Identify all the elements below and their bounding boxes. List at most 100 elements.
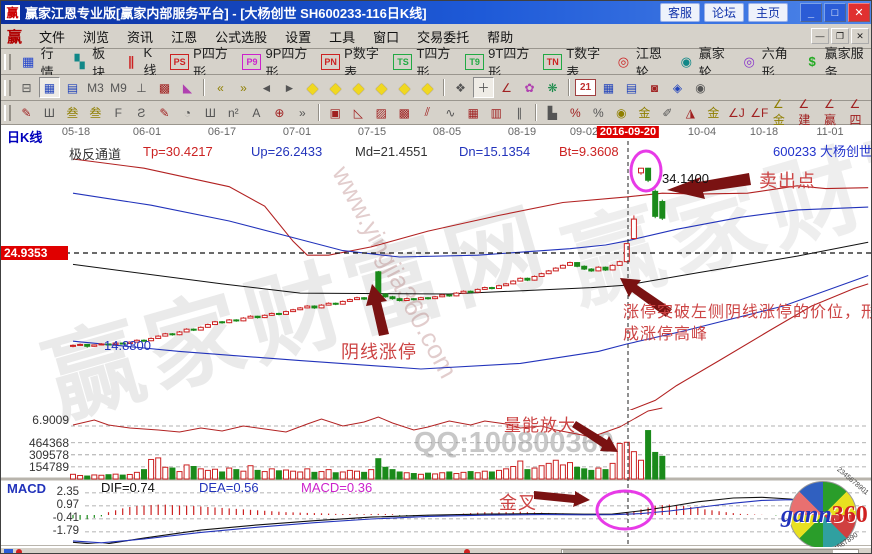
candle-type-icon[interactable]: ⊥ [136, 80, 147, 95]
draw-matrix-1-icon[interactable]: ▦ [467, 105, 480, 120]
transfer-icon[interactable]: ◉ [695, 80, 706, 95]
scrollbar-thumb[interactable] [563, 550, 833, 553]
menu-item-6[interactable]: 设置 [285, 29, 312, 45]
crosshair-icon[interactable]: ＋ [473, 77, 494, 98]
maximize-button[interactable]: □ [824, 3, 846, 22]
menu-item-8[interactable]: 窗口 [373, 29, 400, 45]
draw-matrix-2-icon[interactable]: ▥ [490, 105, 503, 120]
toolbar-button-kline[interactable]: ∥ K线 [118, 44, 166, 80]
draw-more-icon[interactable]: » [299, 105, 306, 120]
wave-3-icon[interactable]: M3 [87, 80, 104, 95]
draw-grid-2-icon[interactable]: Ш [204, 105, 216, 120]
prev-icon[interactable]: ◄ [260, 80, 273, 95]
draw-circle-cross-icon[interactable]: ⊕ [274, 105, 285, 120]
draw-rays-icon[interactable]: ⫽ [424, 105, 431, 119]
gann-arrow-1-icon[interactable]: ◆ [306, 79, 319, 97]
draw-pct-2-icon[interactable]: % [593, 105, 604, 120]
chart-window-icon[interactable]: ▦ [39, 77, 60, 98]
draw-gold-1-icon[interactable]: 叁 [66, 106, 79, 120]
draw-box-icon[interactable]: ▣ [329, 105, 342, 120]
indicator-tp: Tp=30.4217 [143, 144, 213, 159]
draw-zigzag-icon[interactable]: ∿ [445, 105, 456, 120]
smart-tool-icon[interactable]: ❋ [547, 80, 558, 95]
draw-gold-circle-icon[interactable]: ◉ [616, 105, 627, 120]
minimize-button[interactable]: _ [800, 3, 822, 22]
draw-grid-1-icon[interactable]: Ш [43, 105, 55, 120]
draw-angle-f-icon[interactable]: ∠F [750, 105, 769, 120]
calculator-icon[interactable]: ▦ [602, 80, 615, 95]
notes-icon[interactable]: ▤ [625, 80, 638, 95]
draw-pen-2-icon[interactable]: ✎ [159, 105, 170, 120]
menu-item-2[interactable]: 浏览 [83, 29, 110, 45]
child-restore-button[interactable]: ❐ [831, 28, 849, 44]
section-tool-icon[interactable]: ✿ [524, 80, 535, 95]
wave-9-icon[interactable]: M9 [110, 80, 127, 95]
draw-angle-si-icon[interactable]: ∠四 [849, 97, 862, 127]
draw-mark-icon[interactable]: ✐ [662, 105, 673, 120]
indicator-grid-icon[interactable]: ▩ [158, 80, 171, 95]
draw-angle-jian-icon[interactable]: ∠建 [798, 97, 811, 127]
annotation-volume-expand: 量能放大 [504, 416, 576, 435]
home-button[interactable]: 主页 [747, 3, 788, 22]
date-label: 09-02 [569, 126, 599, 138]
draw-steps-icon[interactable]: ▙ [547, 105, 557, 120]
last-page-icon[interactable]: » [240, 80, 247, 95]
draw-fibo-icon[interactable]: F [114, 105, 123, 120]
t-number-table-icon: TN [543, 53, 563, 70]
info-panel-icon[interactable]: ▤ [66, 80, 79, 95]
child-close-button[interactable]: ✕ [851, 28, 869, 44]
draw-pct-1-icon[interactable]: % [570, 105, 581, 120]
date-label: 06-01 [132, 126, 162, 138]
save-icon[interactable]: ◙ [650, 80, 659, 95]
gann-arrow-2-icon[interactable]: ◆ [329, 79, 342, 97]
forum-button[interactable]: 论坛 [703, 3, 744, 22]
pan-hand-icon[interactable]: ❖ [455, 80, 466, 95]
draw-fan-icon[interactable]: ◺ [353, 105, 363, 120]
network-icon[interactable]: ◈ [672, 80, 683, 95]
draw-gold-angle-icon[interactable]: 金 [707, 106, 720, 120]
draw-gannbox-1-icon[interactable]: ▨ [375, 105, 388, 120]
gann-arrow-5-icon[interactable]: ◆ [398, 79, 411, 97]
draw-square-n-icon[interactable]: n² [228, 105, 239, 120]
first-page-icon[interactable]: « [217, 80, 224, 95]
draw-angle-gold-icon[interactable]: ∠金 [772, 97, 785, 127]
p9-square-icon: P9 [242, 53, 262, 70]
draw-gold-2-icon[interactable]: 叁 [89, 106, 102, 120]
menu-item-9[interactable]: 交易委托 [417, 29, 470, 45]
child-minimize-button[interactable]: — [811, 28, 829, 44]
golden-cross-ellipse [595, 489, 655, 531]
draw-angle-j-icon[interactable]: ∠J [727, 105, 745, 120]
sell-point-ellipse [629, 149, 663, 193]
draw-spiral-icon[interactable]: Ƨ [137, 105, 146, 120]
date-label: 07-15 [357, 126, 387, 138]
gann-arrow-6-icon[interactable]: ◆ [421, 79, 434, 97]
menu-item-3[interactable]: 资讯 [127, 29, 154, 45]
draw-pen-1-icon[interactable]: ✎ [21, 105, 32, 120]
draw-angle-win-icon[interactable]: ∠赢 [823, 97, 836, 127]
draw-triangle-icon[interactable]: ◮ [685, 105, 695, 120]
draw-parallel-icon[interactable]: ∥ [516, 105, 523, 120]
date-label: 08-05 [432, 126, 462, 138]
menu-item-5[interactable]: 公式选股 [215, 29, 268, 45]
kline-style-icon[interactable]: ⊟ [21, 80, 32, 95]
menu-item-1[interactable]: 文件 [39, 29, 66, 45]
horizontal-scrollbar[interactable] [561, 549, 859, 553]
menu-item-7[interactable]: 工具 [329, 29, 356, 45]
draw-gold-line-icon[interactable]: 金 [638, 106, 651, 120]
toolbar-button-p9-square[interactable]: P9 9P四方形 [237, 42, 316, 82]
menu-item-10[interactable]: 帮助 [487, 29, 514, 45]
draw-text-icon[interactable]: A [252, 105, 261, 120]
macd-scale-3: -0.41 [52, 512, 79, 524]
support-button[interactable]: 客服 [659, 3, 700, 22]
calendar-icon[interactable]: 21 [575, 79, 596, 96]
menu-item-4[interactable]: 江恩 [171, 29, 198, 45]
draw-cycle-icon[interactable]: ◔ [183, 105, 191, 120]
angle-tool-icon[interactable]: ∠ [501, 80, 512, 95]
next-icon[interactable]: ► [283, 80, 296, 95]
close-button[interactable]: ✕ [848, 3, 870, 22]
flag-chart-icon[interactable]: ◣ [182, 80, 193, 95]
gann-arrow-3-icon[interactable]: ◆ [352, 79, 365, 97]
gann-arrow-4-icon[interactable]: ◆ [375, 79, 388, 97]
draw-gannbox-2-icon[interactable]: ▩ [398, 105, 411, 120]
